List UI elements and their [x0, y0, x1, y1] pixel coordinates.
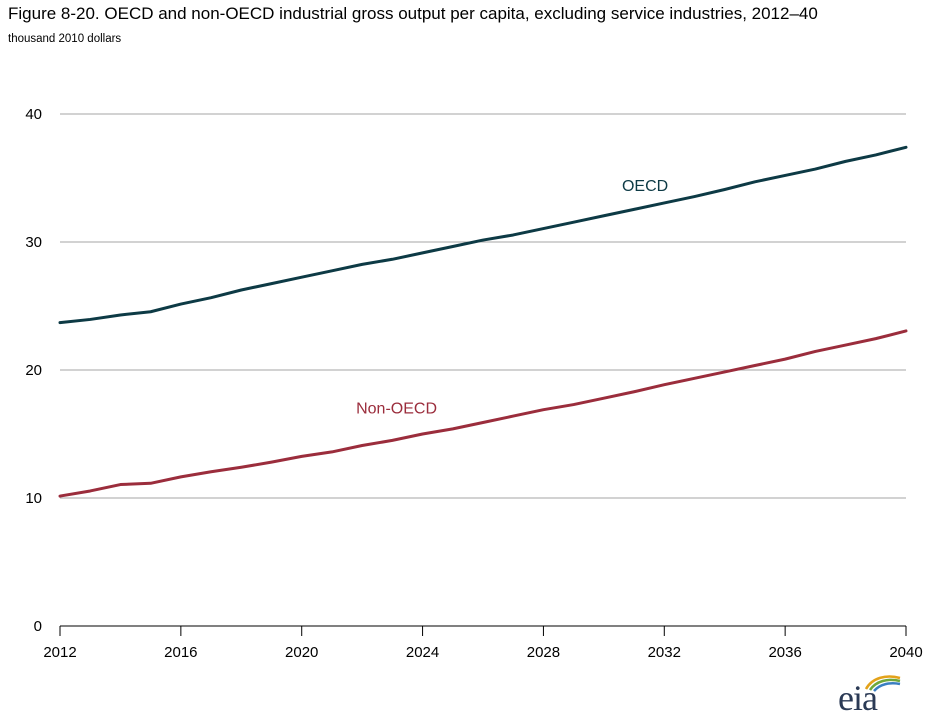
x-tick-label: 2020 [285, 644, 318, 661]
y-tick-label: 40 [25, 106, 42, 123]
x-tick-label: 2028 [527, 644, 560, 661]
gridlines [60, 113, 906, 499]
series-label-non-oecd: Non-OECD [356, 401, 437, 418]
x-tick-label: 2032 [648, 644, 681, 661]
eia-logo: eia [838, 672, 908, 716]
series-lines [58, 145, 908, 498]
eia-logo-text: eia [838, 678, 878, 718]
chart-units: thousand 2010 dollars [8, 33, 122, 45]
series-label-oecd: OECD [622, 178, 668, 195]
y-tick-label: 20 [25, 362, 42, 379]
y-axis-ticks: 0 10 20 30 40 [25, 106, 42, 635]
x-tick-label: 2016 [164, 644, 197, 661]
x-tick-label: 2012 [43, 644, 76, 661]
y-tick-label: 0 [34, 618, 42, 635]
series-labels: OECD Non-OECD [356, 178, 668, 418]
y-tick-label: 30 [25, 234, 42, 251]
x-tick-label: 2036 [768, 644, 801, 661]
x-axis-ticks: 2012 2016 2020 2024 2028 2032 2036 2040 [43, 626, 923, 661]
x-tick-label: 2024 [406, 644, 439, 661]
series-line-oecd [58, 145, 908, 325]
eia-logo-swoosh-icon [864, 675, 901, 692]
x-tick-label: 2040 [889, 644, 922, 661]
series-line-non-oecd [58, 329, 908, 498]
y-tick-label: 10 [25, 490, 42, 507]
chart-title: Figure 8-20. OECD and non-OECD industria… [8, 4, 818, 23]
